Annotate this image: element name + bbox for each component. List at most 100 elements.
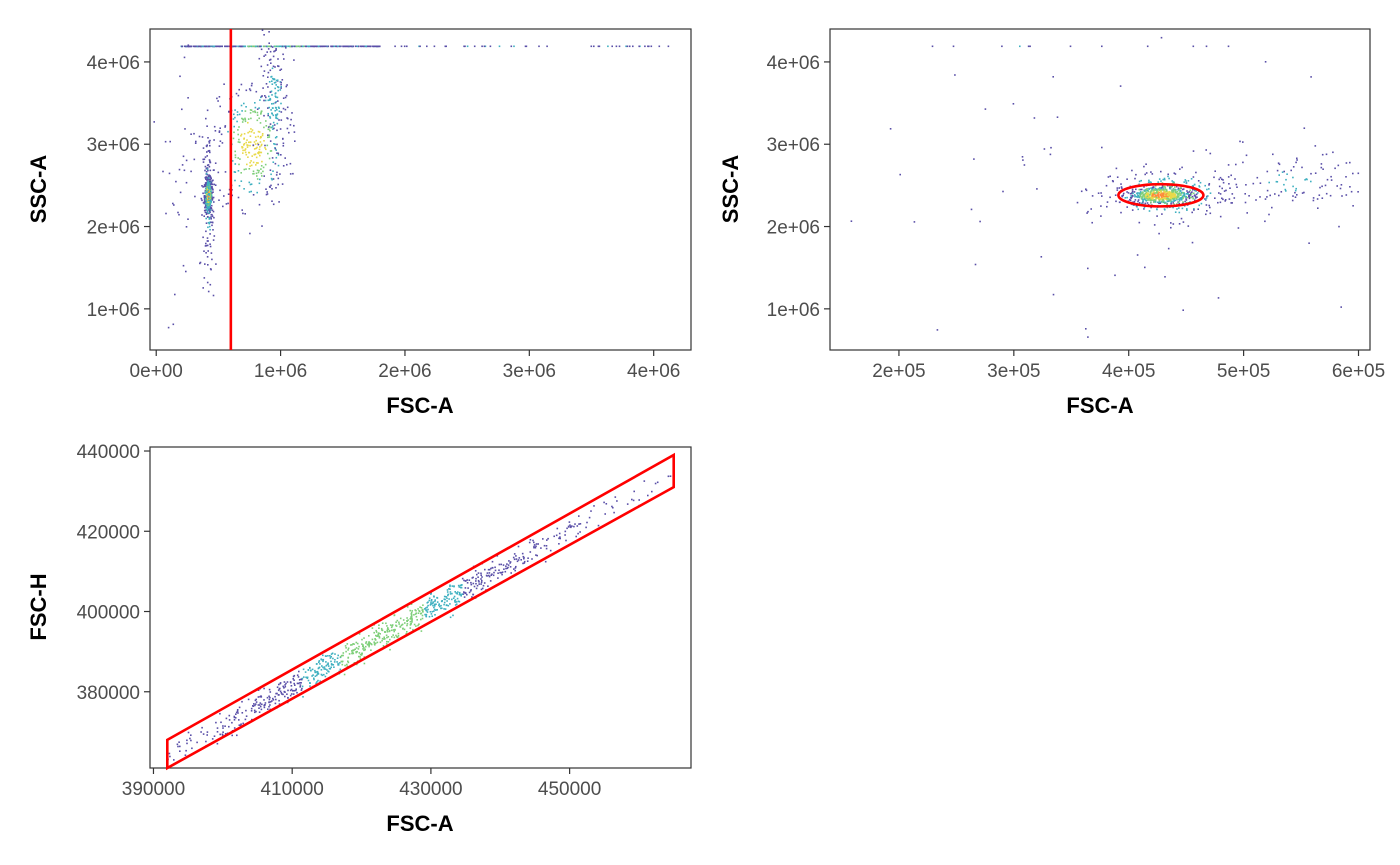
data-point [1310, 180, 1312, 183]
data-point [1019, 45, 1021, 48]
data-point [190, 734, 192, 736]
data-point [207, 191, 210, 194]
data-point [253, 153, 256, 156]
data-point [494, 566, 496, 569]
data-point [254, 143, 257, 145]
data-point [362, 645, 364, 647]
data-point [268, 705, 270, 708]
data-point [323, 45, 326, 48]
data-point [256, 191, 258, 194]
data-point [275, 692, 277, 695]
y-tick-label: 4e+06 [767, 53, 820, 74]
data-point [438, 603, 440, 605]
data-point [238, 706, 241, 709]
data-point [334, 659, 336, 661]
data-point [255, 90, 258, 93]
data-point [202, 236, 204, 239]
data-point [247, 121, 249, 124]
data-point [392, 629, 395, 631]
data-point [568, 526, 570, 528]
data-point [1163, 200, 1165, 202]
data-point [374, 638, 376, 640]
panel-1-frame [149, 28, 692, 351]
data-point [237, 157, 239, 159]
data-point [575, 535, 577, 538]
data-point [1224, 200, 1226, 202]
data-point [1294, 189, 1297, 192]
data-point [224, 733, 227, 735]
data-point [279, 690, 282, 693]
data-point [1214, 197, 1216, 199]
data-point [434, 599, 436, 601]
data-point [1167, 247, 1170, 250]
data-point [255, 710, 257, 713]
data-point [426, 602, 429, 604]
data-point [1050, 146, 1052, 149]
y-tick-label: 3e+06 [87, 135, 140, 156]
data-point [205, 172, 208, 175]
data-point [1126, 191, 1128, 193]
data-point [283, 58, 285, 60]
data-point [1168, 191, 1171, 194]
data-point [1132, 201, 1134, 203]
data-point [1286, 173, 1288, 175]
data-point [1148, 195, 1150, 197]
data-point [1183, 181, 1185, 183]
data-point [267, 126, 270, 128]
data-point [345, 647, 347, 649]
data-point [274, 162, 277, 165]
data-point [1185, 199, 1188, 201]
data-point [1130, 195, 1132, 197]
data-point [476, 573, 478, 576]
data-point [252, 144, 255, 146]
data-point [1174, 211, 1177, 213]
data-point [248, 130, 251, 133]
data-point [470, 583, 473, 586]
data-point [241, 209, 243, 211]
data-point [199, 45, 201, 48]
data-point [386, 625, 388, 627]
data-point [244, 213, 246, 215]
data-point [235, 92, 238, 95]
data-point [245, 715, 248, 717]
data-point [339, 45, 341, 48]
data-point [1136, 195, 1138, 198]
data-point [300, 45, 302, 48]
data-point [250, 131, 253, 133]
data-point [241, 121, 244, 123]
data-point [449, 616, 452, 619]
data-point [361, 45, 363, 48]
data-point [1129, 199, 1132, 201]
data-point [1160, 191, 1162, 193]
data-point [280, 119, 283, 121]
data-point [285, 85, 288, 88]
data-point [454, 599, 457, 601]
data-point [260, 172, 263, 175]
data-point [370, 649, 372, 651]
data-point [381, 622, 384, 624]
data-point [566, 527, 568, 530]
data-point [266, 193, 269, 195]
data-point [1173, 193, 1175, 195]
data-point [250, 109, 253, 111]
data-point [1143, 165, 1145, 168]
data-point [254, 111, 256, 114]
data-point [1120, 186, 1123, 188]
data-point [348, 653, 351, 655]
data-point [1227, 164, 1230, 166]
data-point [267, 86, 269, 88]
data-point [253, 148, 256, 150]
data-point [419, 606, 421, 608]
data-point [1163, 185, 1165, 188]
data-point [207, 250, 209, 252]
data-point [1116, 176, 1119, 178]
data-point [1357, 172, 1360, 175]
data-point [1131, 209, 1134, 211]
data-point [237, 129, 239, 131]
data-point [242, 212, 244, 215]
data-point [337, 45, 339, 48]
data-point [1242, 141, 1244, 143]
data-point [259, 122, 262, 124]
data-point [177, 211, 179, 214]
data-point [182, 155, 185, 158]
